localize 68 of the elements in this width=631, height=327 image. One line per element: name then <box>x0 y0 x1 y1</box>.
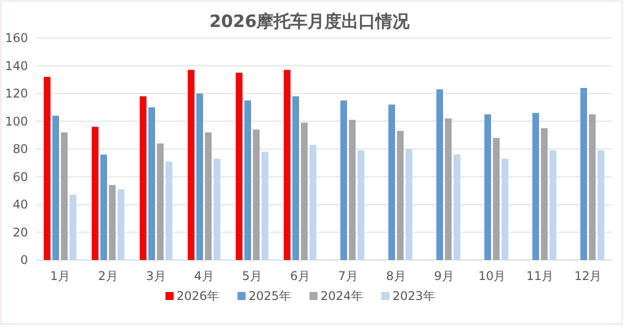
x-tick-label: 5月 <box>242 269 262 283</box>
bar <box>349 120 356 260</box>
x-tick-label: 6月 <box>290 269 310 283</box>
legend-label: 2024年 <box>320 289 364 303</box>
bar <box>598 150 604 260</box>
bar <box>140 96 146 260</box>
legend-label: 2026年 <box>176 289 220 303</box>
bar <box>454 154 460 260</box>
bar <box>301 122 308 260</box>
bar <box>502 158 508 260</box>
y-tick-label: 80 <box>12 142 28 156</box>
x-tick-label: 11月 <box>526 269 554 283</box>
bar <box>532 112 539 260</box>
bar <box>484 114 491 260</box>
bar <box>493 138 500 260</box>
bar <box>358 150 364 260</box>
x-tick-label: 8月 <box>386 269 406 283</box>
y-tick-label: 100 <box>5 114 28 128</box>
x-tick-label: 2月 <box>98 269 118 283</box>
y-tick-label: 40 <box>12 198 28 212</box>
x-tick-label: 7月 <box>338 269 358 283</box>
bar <box>166 161 172 260</box>
bar <box>205 132 212 260</box>
bar <box>188 70 194 260</box>
bar <box>340 100 347 260</box>
bar <box>550 150 556 260</box>
bar <box>118 189 124 260</box>
legend-label: 2025年 <box>248 289 292 303</box>
bar <box>70 194 76 260</box>
bar <box>61 132 68 260</box>
bar <box>589 114 596 260</box>
bar <box>44 76 50 260</box>
bar <box>236 72 242 260</box>
bar <box>244 100 251 260</box>
bar <box>284 70 290 260</box>
bar <box>406 149 412 260</box>
bar <box>196 94 203 260</box>
bar <box>580 88 587 260</box>
bar <box>109 185 116 260</box>
bar <box>148 107 155 260</box>
y-tick-label: 20 <box>12 225 28 240</box>
bar <box>397 130 404 260</box>
chart-title: 2026摩托车月度出口情况 <box>209 12 411 32</box>
y-tick-label: 140 <box>5 58 28 73</box>
bar <box>541 128 548 260</box>
bar <box>310 144 316 260</box>
x-tick-label: 1月 <box>50 269 70 283</box>
y-tick-label: 160 <box>5 31 28 45</box>
bar <box>92 126 98 260</box>
bar <box>388 104 395 260</box>
bar <box>214 158 220 260</box>
x-tick-label: 12月 <box>574 269 602 283</box>
bar <box>253 130 260 260</box>
x-tick-label: 3月 <box>146 269 166 283</box>
y-tick-label: 0 <box>20 253 28 267</box>
y-tick-label: 60 <box>12 170 28 184</box>
legend-label: 2023年 <box>392 289 436 303</box>
bar <box>100 154 107 260</box>
bar <box>292 96 299 260</box>
x-tick-label: 4月 <box>194 269 214 283</box>
bar <box>52 116 59 260</box>
bar <box>445 118 452 260</box>
bar <box>157 143 164 260</box>
x-tick-label: 10月 <box>478 269 506 283</box>
y-tick-label: 120 <box>5 86 28 100</box>
bar <box>436 89 443 260</box>
bar <box>262 152 268 260</box>
x-tick-label: 9月 <box>434 269 454 283</box>
